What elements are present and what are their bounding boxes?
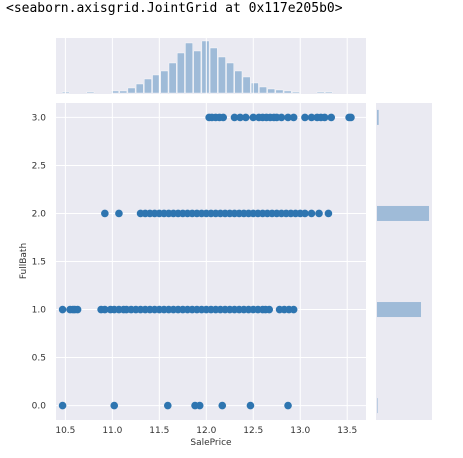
marginal-x-bar bbox=[119, 90, 128, 94]
marginal-x-histogram bbox=[61, 40, 333, 94]
y-tick-label: 0.5 bbox=[32, 354, 46, 364]
x-tick-label: 11.5 bbox=[149, 426, 169, 436]
scatter-point bbox=[347, 113, 355, 122]
marginal-y-histogram bbox=[377, 109, 429, 414]
scatter-point bbox=[101, 305, 109, 314]
marginal-x-bar bbox=[144, 78, 152, 94]
scatter-point bbox=[301, 113, 309, 122]
marginal-x-bar bbox=[283, 90, 292, 94]
marginal-y-bar bbox=[377, 302, 422, 318]
marginal-y-bar bbox=[377, 398, 378, 414]
y-tick-labels: 0.0 0.5 1.0 1.5 2.0 2.5 3.0 bbox=[32, 113, 47, 411]
scatter-point bbox=[110, 401, 119, 410]
marginal-y-bar bbox=[377, 109, 379, 125]
marginal-x-bar bbox=[168, 62, 177, 94]
marginal-x-bar bbox=[275, 89, 284, 94]
scatter-point bbox=[284, 113, 292, 122]
y-axis-label: FullBath bbox=[19, 243, 29, 279]
scatter-point bbox=[246, 401, 255, 410]
scatter-point bbox=[73, 305, 82, 314]
scatter-point bbox=[301, 209, 309, 218]
scatter-point bbox=[289, 113, 298, 122]
scatter-point bbox=[320, 113, 329, 122]
marginal-x-bar bbox=[218, 56, 226, 94]
scatter-points bbox=[58, 113, 355, 410]
x-tick-label: 11.0 bbox=[102, 426, 122, 436]
scatter-point bbox=[163, 401, 172, 410]
scatter-point bbox=[236, 113, 244, 122]
scatter-point bbox=[324, 209, 333, 218]
scatter-point bbox=[277, 113, 286, 122]
marginal-x-bar bbox=[160, 70, 169, 94]
scatter-point bbox=[195, 401, 204, 410]
scatter-point bbox=[315, 209, 323, 218]
marginal-x-bar bbox=[209, 47, 218, 94]
y-tick-label: 2.5 bbox=[32, 161, 46, 171]
scatter-point bbox=[218, 401, 227, 410]
marginal-x-bar bbox=[259, 86, 267, 94]
marginal-x-bar bbox=[86, 91, 95, 94]
marginal-y-bar bbox=[377, 205, 429, 221]
scatter-point bbox=[58, 401, 67, 410]
x-tick-label: 13.5 bbox=[337, 426, 357, 436]
scatter-point bbox=[219, 113, 228, 122]
x-tick-label: 10.5 bbox=[55, 426, 75, 436]
y-tick-label: 1.5 bbox=[32, 258, 46, 268]
scatter-point bbox=[265, 305, 274, 314]
x-tick-labels: 10.5 11.0 11.5 12.0 12.5 13.0 13.5 bbox=[55, 426, 357, 436]
scatter-point bbox=[327, 113, 336, 122]
y-tick-label: 3.0 bbox=[32, 113, 47, 123]
marginal-x-bar bbox=[193, 50, 202, 94]
x-tick-label: 13.0 bbox=[290, 426, 310, 436]
scatter-point bbox=[307, 113, 316, 122]
scatter-point bbox=[284, 401, 292, 410]
marginal-x-bar bbox=[177, 52, 185, 94]
scatter-point bbox=[241, 113, 250, 122]
marginal-x-bar bbox=[316, 91, 325, 94]
y-tick-label: 2.0 bbox=[32, 209, 47, 219]
y-tick-label: 0.0 bbox=[32, 402, 47, 412]
scatter-point bbox=[115, 209, 123, 218]
x-tick-label: 12.5 bbox=[243, 426, 263, 436]
scatter-point bbox=[289, 305, 298, 314]
scatter-point bbox=[307, 209, 316, 218]
y-tick-label: 1.0 bbox=[32, 306, 47, 316]
marginal-x-bar bbox=[267, 88, 276, 94]
marginal-x-bar bbox=[242, 76, 251, 94]
scatter-point bbox=[249, 113, 258, 122]
marginal-x-bar bbox=[152, 74, 160, 94]
marginal-x-bar bbox=[250, 82, 259, 94]
marginal-x-bar bbox=[127, 87, 136, 94]
marginal-x-bar bbox=[201, 40, 210, 94]
scatter-point bbox=[230, 113, 239, 122]
scatter-point bbox=[101, 209, 109, 218]
x-tick-label: 12.0 bbox=[196, 426, 216, 436]
marginal-x-bar bbox=[185, 42, 193, 94]
x-axis-label: SalePrice bbox=[190, 438, 232, 448]
marginal-x-bar bbox=[226, 62, 234, 94]
marginal-x-bar bbox=[292, 91, 300, 94]
marginal-y-background bbox=[376, 103, 432, 420]
marginal-x-bar bbox=[324, 91, 333, 94]
output-repr-text: <seaborn.axisgrid.JointGrid at 0x117e205… bbox=[6, 1, 343, 16]
marginal-x-bar bbox=[234, 70, 243, 94]
marginal-x-bar bbox=[135, 83, 144, 94]
scatter-point bbox=[58, 305, 67, 314]
marginal-x-bar bbox=[111, 90, 119, 94]
